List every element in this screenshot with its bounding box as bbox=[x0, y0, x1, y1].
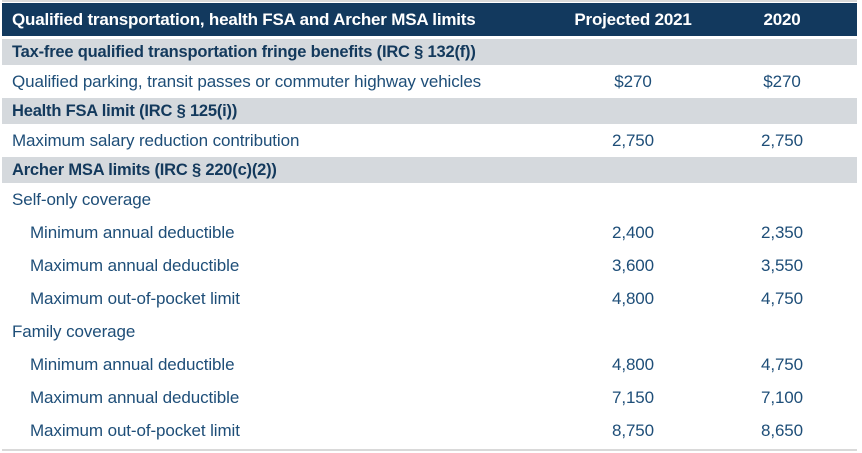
table-row: Maximum salary reduction contribution 2,… bbox=[2, 124, 857, 157]
section-label: Tax-free qualified transportation fringe… bbox=[12, 42, 476, 61]
row-label: Minimum annual deductible bbox=[30, 354, 235, 374]
row-label: Qualified parking, transit passes or com… bbox=[12, 71, 482, 91]
row-label: Maximum annual deductible bbox=[30, 387, 240, 407]
section-row-health-fsa: Health FSA limit (IRC § 125(i)) bbox=[2, 98, 857, 124]
table-row-family-coverage: Family coverage bbox=[2, 315, 857, 348]
row-value-2020: 4,750 bbox=[760, 288, 804, 308]
table-row: Maximum out-of-pocket limit 4,800 4,750 bbox=[2, 282, 857, 315]
row-value-2021: 4,800 bbox=[611, 354, 655, 374]
row-value-2021: 2,750 bbox=[611, 130, 655, 150]
section-label: Archer MSA limits (IRC § 220(c)(2)) bbox=[12, 160, 277, 179]
row-value-2021: 7,150 bbox=[611, 387, 655, 407]
row-value-2020: 2,750 bbox=[760, 130, 804, 150]
column-header-projected-2021: Projected 2021 bbox=[574, 9, 692, 29]
table-row: Maximum annual deductible 3,600 3,550 bbox=[2, 249, 857, 282]
section-row-transportation: Tax-free qualified transportation fringe… bbox=[2, 39, 857, 65]
column-header-2020: 2020 bbox=[763, 9, 801, 29]
row-value-2021: 4,800 bbox=[611, 288, 655, 308]
row-value-2020: 3,550 bbox=[760, 255, 804, 275]
row-label: Maximum annual deductible bbox=[30, 255, 240, 275]
row-value-2021: 3,600 bbox=[611, 255, 655, 275]
table-header-row: Qualified transportation, health FSA and… bbox=[2, 3, 857, 36]
row-value-2021: $270 bbox=[614, 71, 652, 91]
row-value-2020: $270 bbox=[763, 71, 801, 91]
table-row: Minimum annual deductible 4,800 4,750 bbox=[2, 348, 857, 381]
row-value-2020: 2,350 bbox=[760, 222, 804, 242]
table-row: Maximum annual deductible 7,150 7,100 bbox=[2, 381, 857, 414]
table-row-self-only-coverage: Self-only coverage bbox=[2, 183, 857, 216]
row-label: Maximum salary reduction contribution bbox=[12, 130, 300, 150]
section-row-archer-msa: Archer MSA limits (IRC § 220(c)(2)) bbox=[2, 157, 857, 183]
table-title: Qualified transportation, health FSA and… bbox=[12, 9, 476, 29]
table-row: Qualified parking, transit passes or com… bbox=[2, 65, 857, 98]
row-value-2020: 8,650 bbox=[760, 420, 804, 440]
section-label: Health FSA limit (IRC § 125(i)) bbox=[12, 101, 238, 120]
row-value-2020: 4,750 bbox=[760, 354, 804, 374]
row-label: Minimum annual deductible bbox=[30, 222, 235, 242]
row-label: Family coverage bbox=[12, 321, 136, 341]
row-value-2021: 8,750 bbox=[611, 420, 655, 440]
table-row: Minimum annual deductible 2,400 2,350 bbox=[2, 216, 857, 249]
row-value-2020: 7,100 bbox=[760, 387, 804, 407]
row-label: Self-only coverage bbox=[12, 189, 151, 209]
row-value-2021: 2,400 bbox=[611, 222, 655, 242]
table-row: Maximum out-of-pocket limit 8,750 8,650 bbox=[2, 414, 857, 447]
row-label: Maximum out-of-pocket limit bbox=[30, 420, 240, 440]
row-label: Maximum out-of-pocket limit bbox=[30, 288, 240, 308]
